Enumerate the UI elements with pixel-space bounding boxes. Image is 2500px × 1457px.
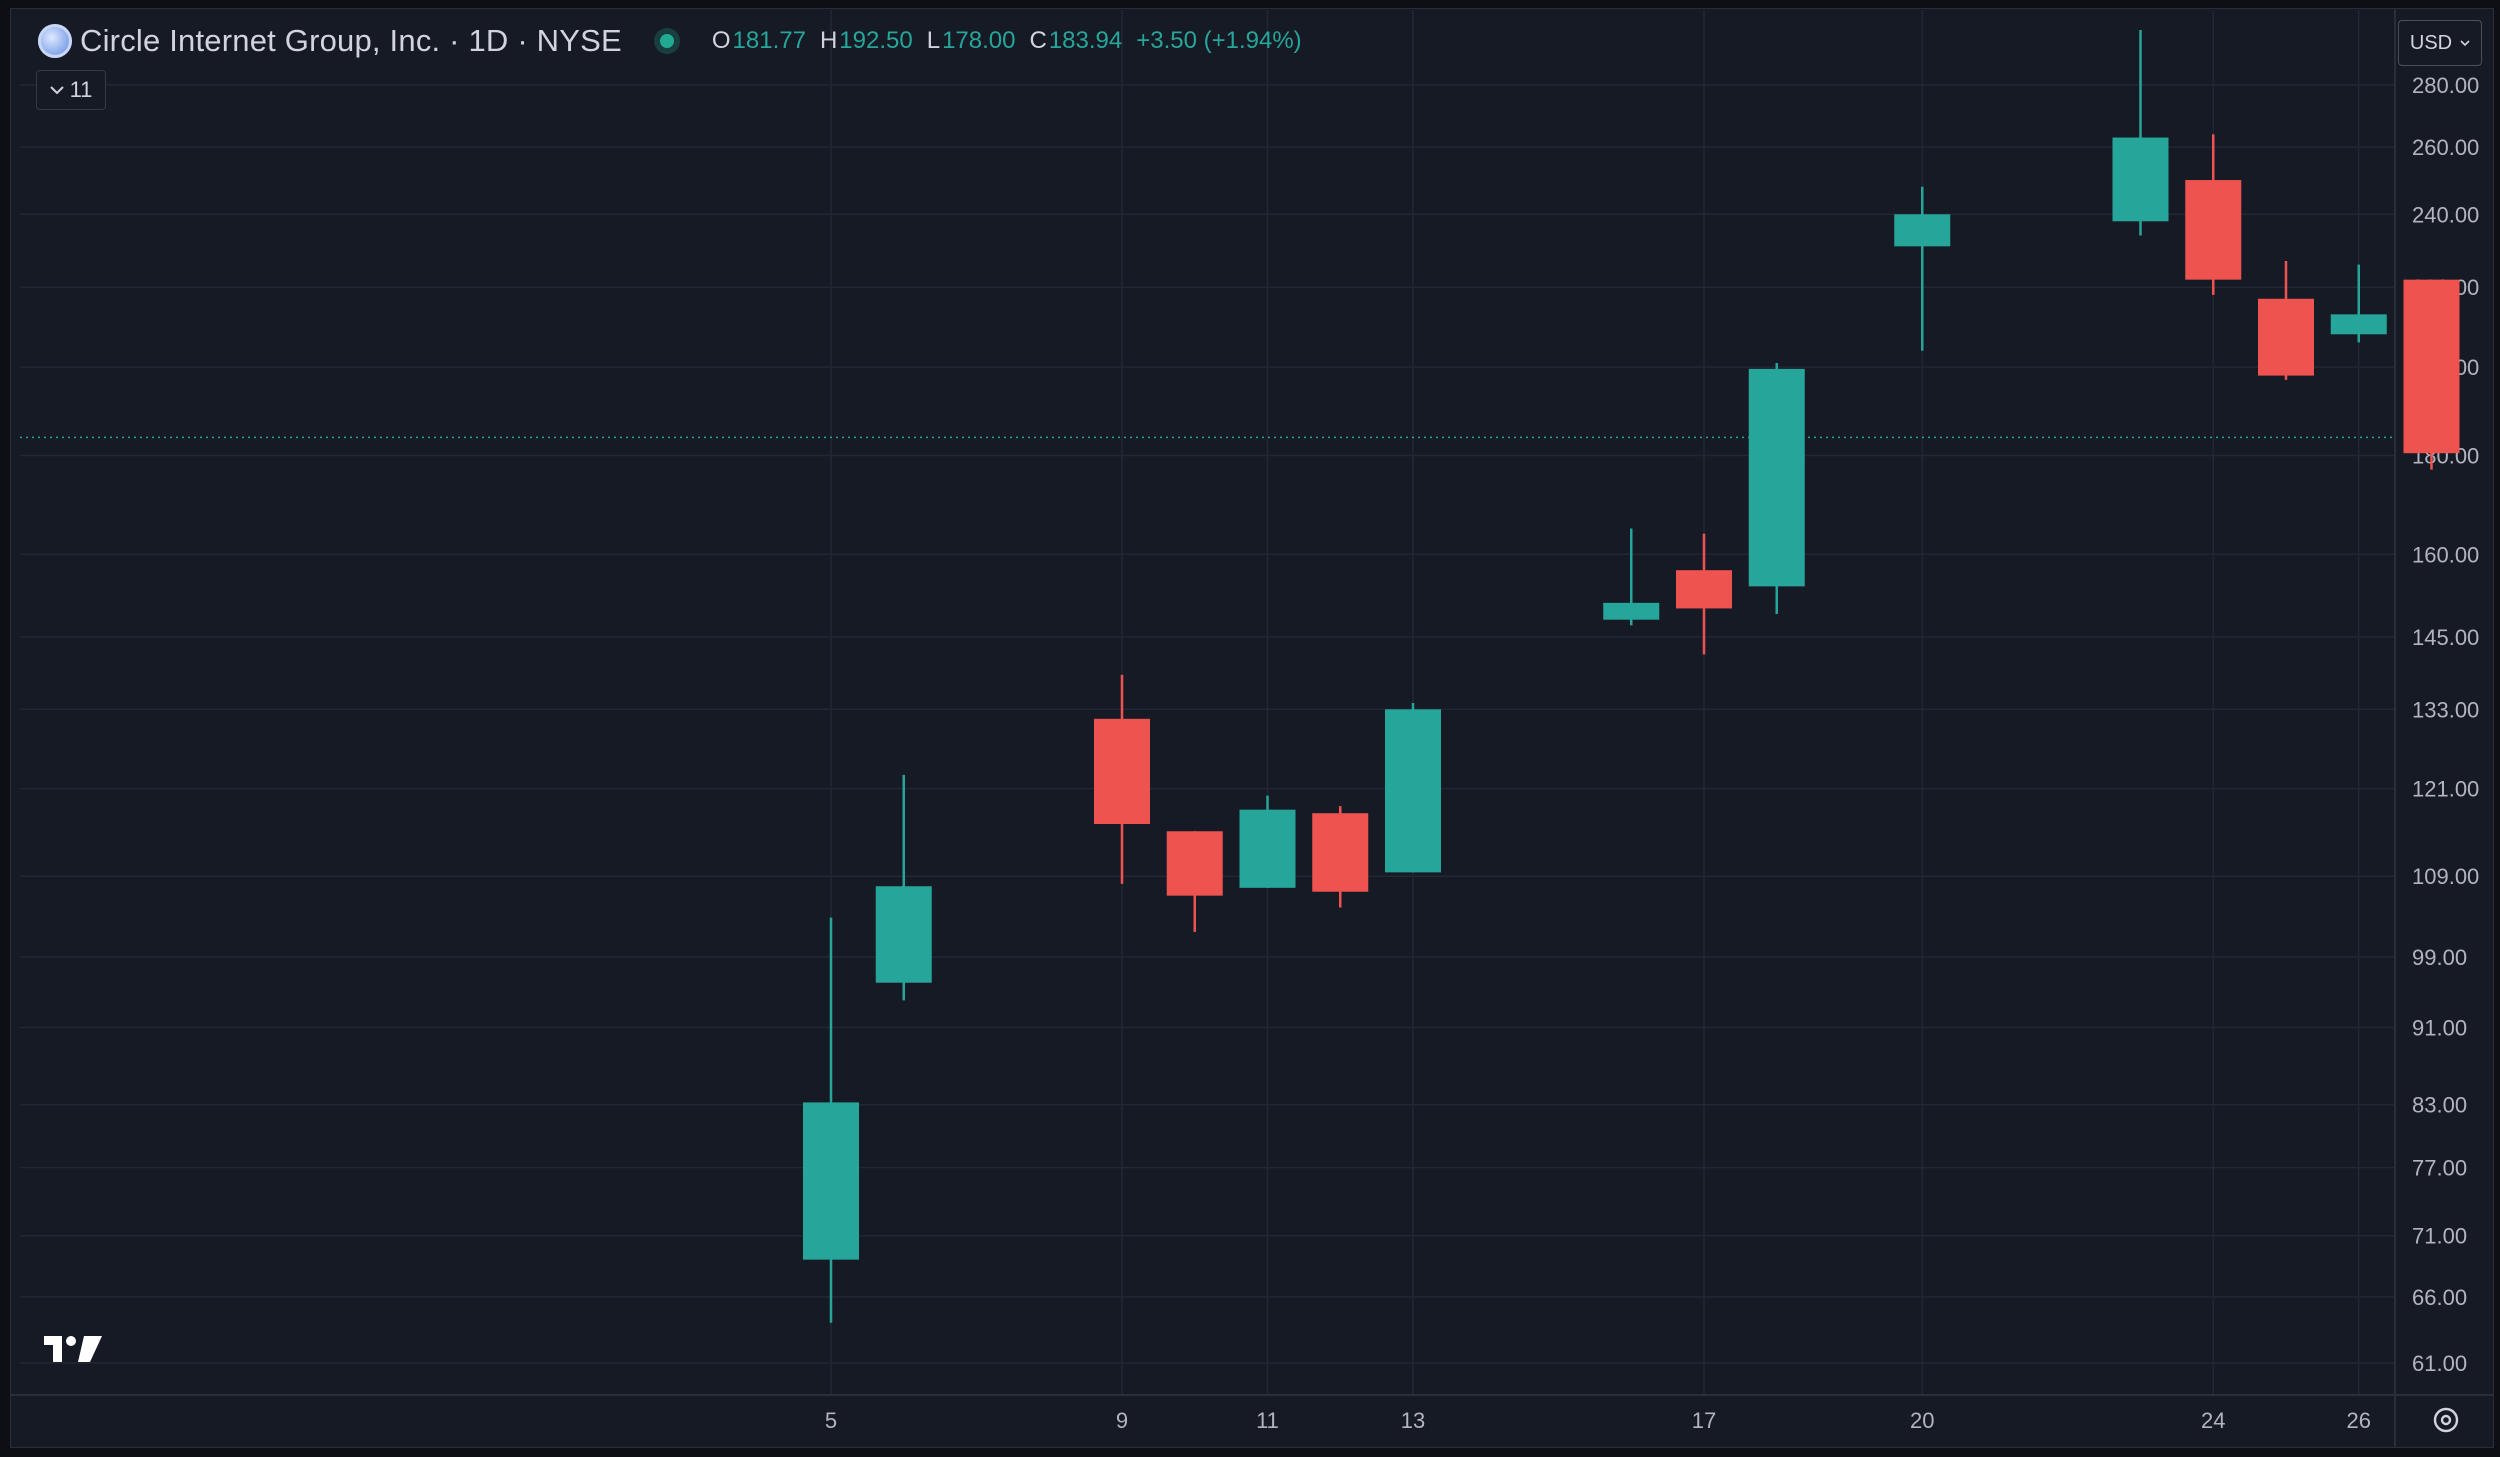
open-label: O (711, 27, 731, 54)
candle-body (1094, 718, 1150, 824)
candles[interactable] (803, 29, 2500, 1323)
y-tick-label: 280.00 (2412, 73, 2479, 98)
candle[interactable] (1166, 831, 1223, 932)
candle[interactable] (1603, 528, 1660, 626)
candle-body (803, 1102, 859, 1260)
chevron-down-icon (49, 86, 64, 95)
candle[interactable] (803, 917, 859, 1323)
ohlc-values: O181.77 H192.50 L178.00 C183.94 +3.50 (+… (712, 27, 1302, 55)
indicator-count: 11 (69, 77, 93, 102)
x-tick-label: 5 (825, 1408, 837, 1433)
candle-body (875, 886, 932, 983)
y-tick-label: 99.00 (2412, 945, 2467, 970)
candle-body (2403, 279, 2460, 454)
y-tick-label: 91.00 (2412, 1016, 2467, 1041)
settings-button[interactable] (2428, 1402, 2464, 1438)
candle-body (1312, 813, 1369, 892)
candle[interactable] (1385, 703, 1441, 873)
high-label: H (819, 27, 838, 54)
x-tick-label: 17 (1692, 1408, 1716, 1433)
y-tick-label: 66.00 (2412, 1285, 2467, 1310)
market-status-dot (659, 34, 674, 48)
candle-body (1894, 214, 1951, 247)
candle[interactable] (875, 774, 932, 1001)
candle[interactable] (2330, 264, 2387, 343)
y-tick-label: 109.00 (2412, 864, 2479, 889)
candle[interactable] (2112, 29, 2169, 236)
x-tick-label: 24 (2201, 1408, 2225, 1433)
y-tick-label: 77.00 (2412, 1156, 2467, 1181)
currency-button[interactable]: USD (2398, 20, 2482, 66)
y-tick-label: 71.00 (2412, 1224, 2467, 1249)
candle-body (2185, 180, 2242, 280)
collapse-indicators-button[interactable]: 11 (36, 70, 106, 110)
candle-body (1748, 368, 1805, 587)
high-value: 192.50 (839, 27, 913, 54)
candle-body (2112, 137, 2169, 222)
change-value: +3.50 (+1.94%) (1136, 27, 1302, 54)
axes: 280.00260.00240.00220.00200.00180.00160.… (10, 8, 2494, 1447)
y-tick-label: 133.00 (2412, 697, 2479, 722)
y-tick-label: 61.00 (2412, 1351, 2467, 1376)
y-tick-label: 145.00 (2412, 625, 2479, 650)
y-tick-label: 83.00 (2412, 1093, 2467, 1118)
candle-body (1385, 709, 1441, 873)
candle[interactable] (2403, 279, 2460, 470)
candle[interactable] (1312, 806, 1369, 908)
candle[interactable] (1894, 186, 1951, 351)
settings-icon (2433, 1407, 2459, 1433)
symbol-title[interactable]: Circle Internet Group, Inc. · 1D · NYSE (80, 23, 622, 58)
y-tick-label: 260.00 (2412, 135, 2479, 160)
x-tick-label: 26 (2347, 1408, 2371, 1433)
candle-body (1676, 570, 1732, 609)
chart-frame (10, 8, 2494, 1448)
candle[interactable] (1748, 362, 1805, 615)
grid (20, 10, 2395, 1395)
candle[interactable] (1676, 533, 1732, 655)
candle[interactable] (2258, 260, 2314, 380)
candle[interactable] (2185, 134, 2242, 295)
y-tick-label: 240.00 (2412, 202, 2479, 227)
y-tick-label: 121.00 (2412, 777, 2479, 802)
candle-body (2330, 314, 2387, 335)
x-tick-label: 20 (1910, 1408, 1934, 1433)
x-tick-label: 13 (1401, 1408, 1425, 1433)
close-label: C (1029, 27, 1047, 54)
symbol-legend: Circle Internet Group, Inc. · 1D · NYSE … (38, 18, 1302, 64)
candle-body (1239, 809, 1296, 888)
x-tick-label: 11 (1256, 1408, 1279, 1433)
candle[interactable] (1094, 674, 1150, 884)
y-tick-label: 160.00 (2412, 542, 2479, 567)
candle[interactable] (1239, 795, 1296, 888)
open-value: 181.77 (732, 27, 806, 54)
currency-label: USD (2409, 31, 2453, 54)
close-value: 183.94 (1048, 27, 1123, 54)
candle-body (1603, 602, 1660, 620)
low-value: 178.00 (942, 27, 1016, 54)
candle-body (1166, 831, 1223, 896)
chevron-down-icon (2460, 40, 2470, 47)
x-tick-label: 9 (1116, 1408, 1128, 1433)
candle-body (2258, 298, 2314, 376)
tradingview-logo[interactable] (44, 1334, 104, 1364)
symbol-logo (38, 24, 72, 58)
low-label: L (926, 27, 941, 54)
